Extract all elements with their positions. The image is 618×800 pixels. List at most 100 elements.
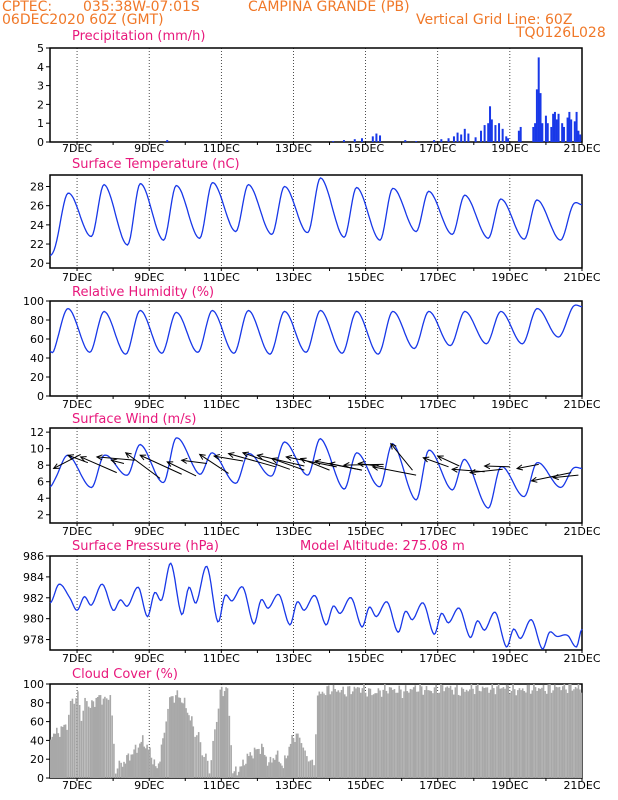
cloud-cover-bar	[134, 744, 137, 778]
x-tick-label: 9DEC	[134, 525, 164, 538]
cloud-cover-bar	[206, 760, 209, 778]
cloud-cover-bar	[364, 692, 367, 778]
cloud-cover-bar	[449, 685, 452, 778]
cloud-cover-bar	[291, 735, 293, 778]
cloud-cover-bar	[512, 684, 514, 778]
cloud-cover-bar	[194, 736, 196, 778]
precipitation-bar	[456, 132, 459, 142]
precipitation-bar	[573, 121, 576, 142]
cloud-cover-bar	[417, 691, 420, 778]
y-tick-label: 12	[30, 426, 44, 439]
x-tick-label: 7DEC	[62, 142, 92, 155]
cloud-cover-bar	[306, 756, 308, 778]
cloud-cover-bar	[401, 698, 404, 778]
run-date: 06DEC2020 60Z (GMT)	[2, 12, 164, 28]
wind-arrow-shaft	[437, 455, 460, 467]
cloud-cover-bar	[111, 715, 113, 778]
cloud-cover-bar	[272, 758, 275, 778]
series-line	[49, 177, 583, 257]
cloud-cover-bar	[163, 732, 166, 778]
cloud-cover-bar	[313, 765, 315, 778]
cloud-cover-bar	[245, 763, 247, 778]
cloud-cover-bar	[470, 684, 473, 778]
wind-arrow-shaft	[125, 452, 161, 479]
x-tick-label: 19DEC	[491, 779, 528, 792]
cloud-cover-bar	[542, 684, 545, 778]
cloud-cover-bar	[574, 686, 577, 778]
wind-arrow-head	[451, 466, 458, 473]
cloud-cover-bar	[491, 684, 494, 778]
header: CPTEC: 035:38W-07:01S CAMPINA GRANDE (PB…	[0, 0, 618, 44]
wind-arrow-shaft	[271, 458, 305, 471]
wind-arrow-shaft	[214, 455, 244, 462]
precipitation-bar	[562, 126, 565, 142]
wind-arrow-shaft	[286, 456, 337, 468]
cloud-cover-bar	[374, 693, 377, 778]
cloud-cover-bar	[395, 692, 397, 778]
y-tick-label: 978	[23, 634, 44, 647]
wind-arrow-shaft	[242, 452, 291, 470]
y-tick-label: 0	[37, 136, 44, 149]
cloud-cover-bar	[382, 689, 385, 778]
cloud-cover-bar	[285, 758, 288, 778]
cloud-cover-bar	[443, 691, 445, 778]
wind-arrow-head	[124, 452, 132, 459]
cloud-cover-bar	[102, 698, 105, 778]
cloud-cover-bar	[219, 689, 222, 778]
cloud-cover-bar	[179, 697, 182, 778]
y-tick-label: 3	[37, 80, 44, 93]
y-tick-label: 984	[23, 571, 44, 584]
wind-arrow-head	[530, 476, 538, 483]
cloud-cover-bar	[452, 694, 455, 778]
cloud-cover-bar	[284, 755, 286, 778]
precipitation-bar	[555, 119, 558, 142]
cloud-cover-bar	[136, 752, 138, 778]
cloud-cover-bar	[63, 724, 65, 778]
cloud-cover-bar	[113, 743, 115, 778]
precipitation-bar	[568, 111, 571, 142]
cloud-cover-bar	[149, 747, 151, 778]
cloud-cover-bar	[560, 690, 562, 778]
wind-arrow-head	[227, 452, 235, 458]
cloud-cover-bar	[533, 684, 535, 778]
cloud-cover-bar	[87, 706, 90, 778]
wind-arrow-head	[256, 453, 264, 460]
cloud-cover-bar	[208, 773, 211, 778]
cloud-cover-bar	[186, 712, 189, 778]
cloud-cover-bar	[140, 741, 143, 778]
cloud-cover-bar	[258, 748, 260, 778]
y-tick-label: 0	[37, 772, 44, 785]
model-code: TQ0126L028	[516, 25, 606, 41]
wind-arrow-head	[371, 464, 379, 471]
cloud-cover-bar	[529, 693, 532, 778]
cloud-cover-bar	[528, 684, 530, 778]
cloud-cover-bar	[98, 695, 100, 778]
wind-arrow-head	[166, 461, 174, 467]
y-tick-label: 4	[37, 61, 44, 74]
cloud-cover-bar	[403, 691, 405, 778]
cloud-cover-bar	[555, 686, 558, 778]
x-tick-label: 11DEC	[203, 779, 240, 792]
cloud-cover-bar	[480, 691, 482, 778]
cloud-cover-bar	[320, 693, 322, 778]
cloud-cover-bar	[57, 733, 60, 778]
precipitation-bar	[550, 126, 553, 142]
cloud-cover-bar	[523, 691, 526, 778]
precipitation-bar	[579, 134, 582, 142]
wind-arrow-shaft	[199, 454, 229, 474]
cloud-cover-bar	[170, 696, 173, 778]
wind-arrow-shaft	[343, 463, 384, 466]
cloud-cover-bar	[504, 688, 506, 778]
cloud-cover-bar	[210, 760, 213, 778]
precipitation-bar	[474, 137, 477, 142]
precipitation-bar	[553, 111, 556, 142]
cloud-cover-bar	[412, 687, 415, 778]
cloud-cover-bar	[558, 686, 561, 778]
cloud-cover-bar	[50, 739, 52, 778]
cloud-cover-bar	[465, 689, 468, 778]
wind-arrow-head	[180, 457, 188, 464]
wind-arrow-head	[342, 462, 350, 469]
x-tick-label: 13DEC	[275, 779, 312, 792]
panel-frame	[49, 300, 583, 397]
x-tick-label: 15DEC	[347, 398, 384, 411]
